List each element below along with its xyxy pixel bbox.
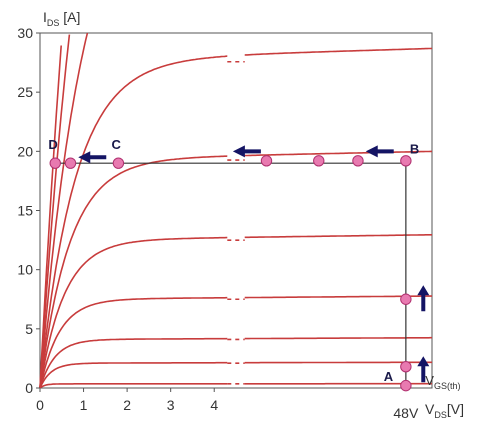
direction-arrow-left-5	[78, 151, 107, 164]
direction-arrow-up-2	[417, 285, 430, 312]
trajectory-marker-5	[352, 155, 364, 167]
trajectory-marker-4	[400, 155, 412, 167]
x-axis-ticks: 0 1 2 3 4 48V	[36, 388, 419, 421]
output-curve-8	[39, 32, 89, 389]
point-labels: A B C D	[48, 137, 419, 384]
trajectory-marker-8	[112, 157, 125, 169]
direction-arrows	[78, 145, 430, 383]
trajectory-marker-2	[400, 361, 412, 373]
y-axis-ticks: 0 5 10 15 20 25 30	[17, 25, 40, 396]
y-tick-label-10: 10	[17, 262, 33, 278]
gate-threshold-label: VGS(th)	[425, 373, 460, 391]
trajectory-marker-1	[400, 379, 412, 392]
point-label-d: D	[48, 137, 57, 152]
y-axis-label: IDS [A]	[43, 9, 80, 28]
y-tick-label-5: 5	[25, 321, 33, 337]
trajectory-marker-6	[313, 155, 325, 167]
y-tick-label-30: 30	[17, 25, 33, 41]
trajectory-markers	[49, 155, 412, 392]
x-tick-label-1: 1	[80, 397, 88, 413]
direction-arrow-left-3	[365, 145, 394, 158]
direction-arrow-up-1	[417, 356, 430, 383]
axis-breaks	[227, 34, 245, 387]
output-curve-10	[39, 45, 62, 389]
output-curve-9	[39, 34, 71, 389]
point-label-c: C	[112, 137, 122, 152]
trajectory-marker-9	[64, 157, 77, 169]
point-label-b: B	[410, 142, 419, 157]
y-tick-label-0: 0	[25, 380, 33, 396]
x-tick-label-3: 3	[167, 397, 175, 413]
y-tick-label-15: 15	[17, 203, 33, 219]
y-tick-label-25: 25	[17, 84, 33, 100]
x-tick-label-2: 2	[123, 397, 131, 413]
x-tick-label-0: 0	[36, 397, 44, 413]
trajectory-marker-7	[260, 155, 273, 167]
x-tick-label-4: 4	[210, 397, 218, 413]
direction-arrow-left-4	[232, 145, 261, 158]
axis-break-gap	[227, 34, 245, 387]
trajectory-marker-10	[49, 157, 61, 169]
output-curves	[39, 32, 433, 389]
y-tick-label-20: 20	[17, 143, 33, 159]
point-label-a: A	[384, 369, 394, 384]
trajectory-marker-3	[400, 293, 412, 305]
x-tick-label-48v: 48V	[393, 405, 419, 421]
x-axis-label: VDS[V]	[425, 401, 464, 420]
